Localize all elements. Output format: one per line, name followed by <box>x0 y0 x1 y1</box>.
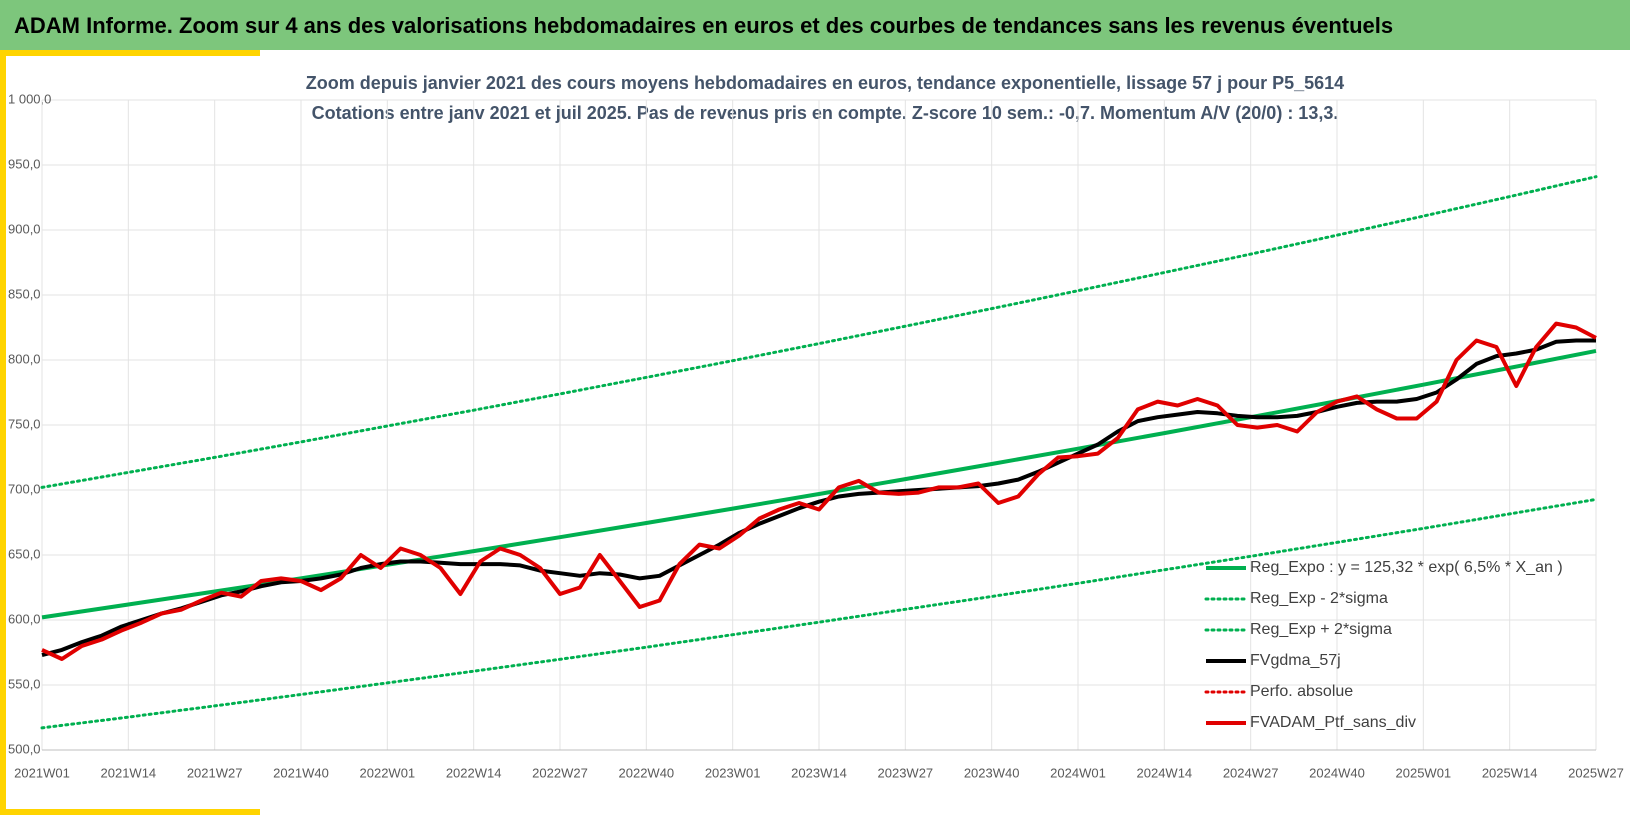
y-tick-label: 700,0 <box>8 481 41 496</box>
plot <box>40 175 1598 730</box>
x-tick-label: 2023W27 <box>878 765 934 780</box>
x-tick-label: 2022W14 <box>446 765 502 780</box>
chart-subtitle: Cotations entre janv 2021 et juil 2025. … <box>312 103 1339 123</box>
accent <box>0 809 260 815</box>
x-tick-label: 2023W40 <box>964 765 1020 780</box>
x-tick-label: 2025W27 <box>1568 765 1624 780</box>
x-tick-label: 2024W27 <box>1223 765 1279 780</box>
grid: 500,0 550,0 600,0 650,0 700,0 750,0 800,0 850,0… <box>8 91 1624 780</box>
x-tick-label: 2022W27 <box>532 765 588 780</box>
y-tick-label: 500,0 <box>8 741 41 756</box>
y-tick-label: 850,0 <box>8 286 41 301</box>
y-tick-label: 750,0 <box>8 416 41 431</box>
x-tick-label: 2021W40 <box>273 765 329 780</box>
y-tick-label: 800,0 <box>8 351 41 366</box>
x-tick-label: 2024W14 <box>1137 765 1193 780</box>
legend-label: Perfo. absolue <box>1250 683 1353 700</box>
y-tick-label: 550,0 <box>8 676 41 691</box>
x-tick-label: 2024W40 <box>1309 765 1365 780</box>
accent <box>0 50 6 815</box>
legend-label: Reg_Exp - 2*sigma <box>1250 590 1388 607</box>
x-tick-label: 2023W01 <box>705 765 761 780</box>
x-tick-label: 2021W14 <box>101 765 157 780</box>
x-tick-label: 2021W01 <box>14 765 70 780</box>
y-tick-label: 600,0 <box>8 611 41 626</box>
x-tick-label: 2025W01 <box>1396 765 1452 780</box>
series-line <box>40 497 1598 730</box>
legend-label: Reg_Expo : y = 125,32 * exp( 6,5% * X_an… <box>1250 559 1563 576</box>
legend-label: FVADAM_Ptf_sans_div <box>1250 714 1416 731</box>
y-tick-label: 650,0 <box>8 546 41 561</box>
x-tick-label: 2024W01 <box>1050 765 1106 780</box>
banner-title: ADAM Informe. Zoom sur 4 ans des valoris… <box>14 13 1393 38</box>
accent <box>0 50 260 56</box>
banner <box>0 0 1630 50</box>
series-line <box>41 321 1597 661</box>
legend-label: FVgdma_57j <box>1250 652 1341 669</box>
legend-label: Reg_Exp + 2*sigma <box>1250 621 1392 638</box>
legend: Reg_Expo : y = 125,32 * exp( 6,5% * X_an… <box>1204 559 1563 731</box>
series-line <box>40 175 1598 489</box>
x-tick-label: 2022W01 <box>360 765 416 780</box>
chart-title: Zoom depuis janvier 2021 des cours moyen… <box>306 73 1344 93</box>
x-tick-label: 2022W40 <box>619 765 675 780</box>
y-tick-label: 950,0 <box>8 156 41 171</box>
y-tick-label: 1 000,0 <box>8 91 51 106</box>
y-tick-label: 900,0 <box>8 221 41 236</box>
x-tick-label: 2023W14 <box>791 765 847 780</box>
x-tick-label: 2021W27 <box>187 765 243 780</box>
x-tick-label: 2025W14 <box>1482 765 1538 780</box>
